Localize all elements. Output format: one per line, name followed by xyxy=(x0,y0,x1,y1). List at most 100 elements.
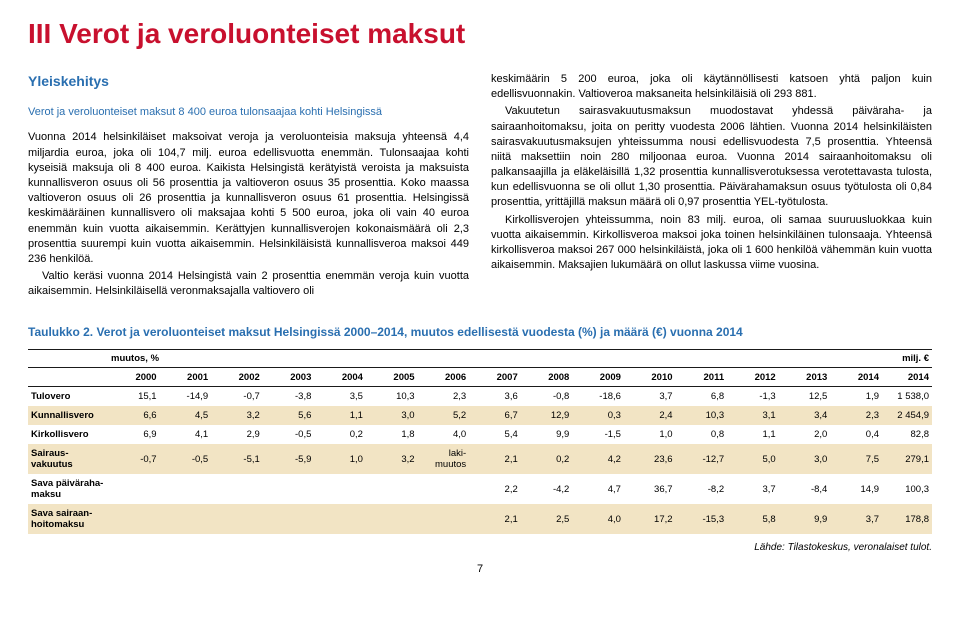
table-cell: 178,8 xyxy=(882,504,932,534)
table-cell: -18,6 xyxy=(572,387,624,407)
table-cell: 10,3 xyxy=(676,406,728,425)
table-cell: 2,0 xyxy=(779,425,831,444)
table-cell xyxy=(211,504,263,534)
row-label: Tulovero xyxy=(28,387,108,407)
year-cell: 2001 xyxy=(160,368,212,387)
table-cell: 4,0 xyxy=(418,425,470,444)
table-cell: 2,3 xyxy=(830,406,882,425)
table-cell: 3,7 xyxy=(727,474,779,504)
paragraph: Vakuutetun sairasvakuutusmaksun muodosta… xyxy=(491,104,932,210)
table-cell: 15,1 xyxy=(108,387,160,407)
table-cell xyxy=(108,474,160,504)
table-cell xyxy=(314,474,366,504)
table-cell: 0,3 xyxy=(572,406,624,425)
table-cell: 5,4 xyxy=(469,425,521,444)
table-cell: 9,9 xyxy=(521,425,573,444)
year-cell: 2009 xyxy=(572,368,624,387)
table-row: Sairaus-vakuutus-0,7-0,5-5,1-5,91,03,2la… xyxy=(28,444,932,474)
table-cell: -0,5 xyxy=(160,444,212,474)
table-cell: 2,5 xyxy=(521,504,573,534)
year-cell: 2000 xyxy=(108,368,160,387)
table-group-header: muutos, % milj. € xyxy=(28,350,932,368)
year-cell: 2014 xyxy=(882,368,932,387)
year-cell: 2004 xyxy=(314,368,366,387)
table-cell: -8,2 xyxy=(676,474,728,504)
row-label: Kirkollisvero xyxy=(28,425,108,444)
table-cell: 0,8 xyxy=(676,425,728,444)
table-footer: Lähde: Tilastokeskus, veronalaiset tulot… xyxy=(28,542,932,553)
table-cell: -3,8 xyxy=(263,387,315,407)
table-cell: 0,2 xyxy=(521,444,573,474)
table-cell: 12,5 xyxy=(779,387,831,407)
table-cell: 5,6 xyxy=(263,406,315,425)
table-cell: 3,5 xyxy=(314,387,366,407)
table-cell: -15,3 xyxy=(676,504,728,534)
year-cell: 2014 xyxy=(830,368,882,387)
table-cell: 9,9 xyxy=(779,504,831,534)
table-cell: 3,2 xyxy=(366,444,418,474)
table-cell: -0,8 xyxy=(521,387,573,407)
year-cell: 2006 xyxy=(418,368,470,387)
table-cell: 10,3 xyxy=(366,387,418,407)
table-cell xyxy=(366,504,418,534)
table-cell: 14,9 xyxy=(830,474,882,504)
table-cell: 2,3 xyxy=(418,387,470,407)
table-cell: 7,5 xyxy=(830,444,882,474)
table-cell: 1 538,0 xyxy=(882,387,932,407)
table-cell: 3,7 xyxy=(624,387,676,407)
table-cell: 1,8 xyxy=(366,425,418,444)
year-cell: 2008 xyxy=(521,368,573,387)
row-label: Sava päiväraha-maksu xyxy=(28,474,108,504)
paragraph: Kirkollisverojen yhteissumma, noin 83 mi… xyxy=(491,213,932,274)
table-cell xyxy=(108,504,160,534)
group-left-label: muutos, % xyxy=(108,350,882,368)
table-cell xyxy=(160,474,212,504)
row-label: Sairaus-vakuutus xyxy=(28,444,108,474)
table-cell: 1,9 xyxy=(830,387,882,407)
right-column: keskimäärin 5 200 euroa, joka oli käytän… xyxy=(491,72,932,301)
table-cell: 100,3 xyxy=(882,474,932,504)
table-cell: 3,7 xyxy=(830,504,882,534)
table-year-header: 2000 2001 2002 2003 2004 2005 2006 2007 … xyxy=(28,368,932,387)
table-cell: 3,4 xyxy=(779,406,831,425)
table-cell: 4,5 xyxy=(160,406,212,425)
table-row: Sava sairaan-hoitomaksu2,12,54,017,2-15,… xyxy=(28,504,932,534)
year-cell: 2005 xyxy=(366,368,418,387)
table-cell: 2,1 xyxy=(469,444,521,474)
table-cell: 4,7 xyxy=(572,474,624,504)
table-cell: 0,2 xyxy=(314,425,366,444)
year-cell: 2003 xyxy=(263,368,315,387)
paragraph: keskimäärin 5 200 euroa, joka oli käytän… xyxy=(491,72,932,102)
table-cell xyxy=(263,504,315,534)
year-cell: 2007 xyxy=(469,368,521,387)
table-cell: -12,7 xyxy=(676,444,728,474)
table-cell xyxy=(418,474,470,504)
paragraph: Vuonna 2014 helsinkiläiset maksoivat ver… xyxy=(28,130,469,267)
table-cell: -1,5 xyxy=(572,425,624,444)
table-cell: 36,7 xyxy=(624,474,676,504)
table-cell: 5,0 xyxy=(727,444,779,474)
left-column: Yleiskehitys Verot ja veroluonteiset mak… xyxy=(28,72,469,301)
table-cell: 6,6 xyxy=(108,406,160,425)
table-cell: 1,1 xyxy=(727,425,779,444)
year-cell: 2002 xyxy=(211,368,263,387)
table-cell xyxy=(314,504,366,534)
table-cell: 2,9 xyxy=(211,425,263,444)
table-row: Tulovero15,1-14,9-0,7-3,83,510,32,33,6-0… xyxy=(28,387,932,407)
paragraph: Valtio keräsi vuonna 2014 Helsingistä va… xyxy=(28,269,469,299)
table-cell: 6,9 xyxy=(108,425,160,444)
table-cell: 4,1 xyxy=(160,425,212,444)
table-cell: 12,9 xyxy=(521,406,573,425)
table-cell: -0,7 xyxy=(211,387,263,407)
table-cell: 3,1 xyxy=(727,406,779,425)
table-cell: 3,0 xyxy=(366,406,418,425)
year-cell: 2011 xyxy=(676,368,728,387)
data-table: muutos, % milj. € 2000 2001 2002 2003 20… xyxy=(28,349,932,534)
table-cell: -1,3 xyxy=(727,387,779,407)
table-cell xyxy=(418,504,470,534)
table-row: Kirkollisvero6,94,12,9-0,50,21,84,05,49,… xyxy=(28,425,932,444)
table-cell: 3,6 xyxy=(469,387,521,407)
table-cell: -0,5 xyxy=(263,425,315,444)
source-label: Lähde: Tilastokeskus, veronalaiset tulot… xyxy=(754,542,932,553)
row-label: Kunnallisvero xyxy=(28,406,108,425)
